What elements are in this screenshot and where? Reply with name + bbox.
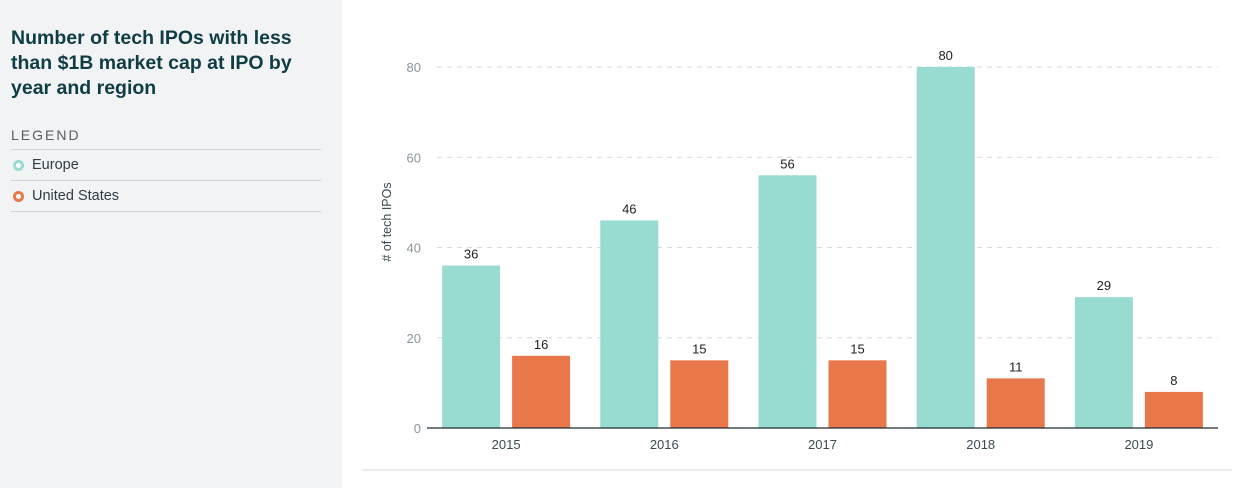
bar-europe-2015 [442,265,501,428]
bar-united-states-2016 [670,360,729,428]
legend-item-europe[interactable]: Europe [11,150,321,181]
legend-label-united-states: United States [32,188,120,204]
x-tick-label-2017: 2017 [808,437,837,452]
bar-europe-2019 [1074,297,1133,428]
bar-united-states-2015 [512,355,571,428]
legend-swatch-united-states [13,190,24,202]
y-tick-label: 20 [407,331,421,346]
x-tick-label-2018: 2018 [966,437,995,452]
data-label-europe-2017: 56 [780,156,794,171]
data-label-united-states-2016: 15 [692,341,706,356]
data-label-europe-2016: 46 [622,201,636,216]
y-tick-label: 80 [407,60,421,75]
y-tick-label: 60 [407,150,421,165]
bar-united-states-2018 [986,378,1045,428]
bar-europe-2017 [758,175,817,428]
data-label-europe-2015: 36 [464,247,478,262]
x-tick-label-2019: 2019 [1124,437,1153,452]
chart-title: Number of tech IPOs with less than $1B m… [11,27,292,99]
x-tick-label-2015: 2015 [492,437,521,452]
bar-europe-2018 [916,67,975,428]
bar-europe-2016 [600,220,659,428]
data-label-united-states-2019: 8 [1170,373,1177,388]
legend-label-europe: Europe [32,157,79,173]
y-tick-label: 40 [407,241,421,256]
data-label-europe-2018: 80 [938,48,952,63]
y-tick-label: 0 [414,421,421,436]
data-label-united-states-2018: 11 [1009,359,1023,374]
data-label-united-states-2015: 16 [534,337,548,352]
sidebar: Number of tech IPOs with less than $1B m… [0,0,342,488]
y-axis-title: # of tech IPOs [380,182,394,261]
bar-united-states-2017 [828,360,887,428]
legend-swatch-europe [13,159,24,171]
bar-united-states-2019 [1144,391,1203,428]
legend: LEGEND Europe United States [11,127,321,212]
data-label-united-states-2017: 15 [850,341,864,356]
legend-item-united-states[interactable]: United States [11,181,321,212]
legend-heading: LEGEND [11,127,321,150]
x-tick-label-2016: 2016 [650,437,679,452]
data-label-europe-2019: 29 [1097,278,1111,293]
